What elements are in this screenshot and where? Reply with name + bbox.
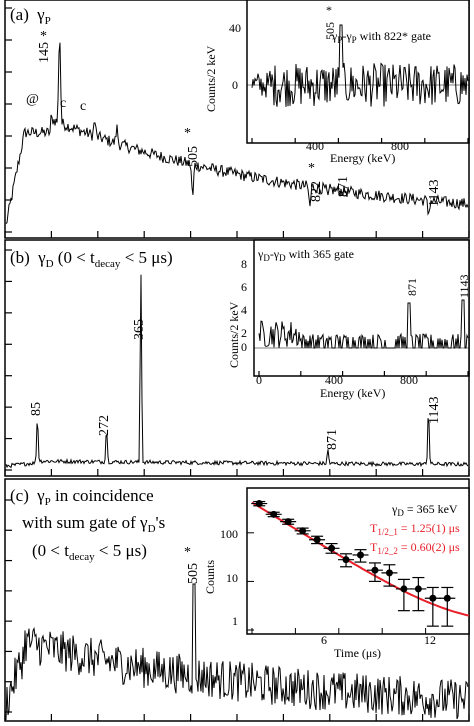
panel-c-title-line2: with sum gate of γD's — [22, 513, 165, 535]
data-point — [284, 518, 292, 526]
inset-b-ytick-2: 2 — [241, 326, 247, 340]
data-point — [414, 585, 422, 593]
inset-a-ticks — [247, 84, 469, 143]
inset-b-ytick-4: 4 — [241, 303, 247, 317]
peak-star-145: * — [40, 29, 47, 44]
inset-b-ytick-8: 8 — [241, 257, 247, 271]
inset-a-peak-505: 505 — [323, 22, 337, 40]
inset-c-ytick-1: 1 — [232, 614, 238, 628]
inset-a-xtick-400: 400 — [306, 139, 324, 153]
panel-b-ticks — [4, 249, 470, 476]
inset-a-ytick-40: 40 — [229, 21, 241, 35]
inset-c-xtick-12: 12 — [424, 633, 436, 647]
inset-a-frame — [246, 0, 470, 144]
peak-label-871-b: 871 — [325, 429, 340, 450]
inset-a-peak-star: * — [326, 3, 332, 17]
inset-a-spectrum — [251, 24, 469, 107]
panel-c-title-line3: (0 < tdecay < 5 μs) — [32, 541, 147, 563]
inset-b-xtick-800: 800 — [400, 373, 418, 387]
peak-label-822: 822 — [309, 181, 324, 202]
inset-c-ticks — [247, 532, 470, 634]
inset-c-xlabel: Time (μs) — [334, 646, 381, 660]
inset-c-fit2: T1/2_2 = 0.60(2) μs — [370, 540, 460, 556]
inset-b-xtick-400: 400 — [325, 373, 343, 387]
peak-label-c2: c — [80, 99, 86, 114]
data-point — [299, 527, 307, 535]
data-point — [328, 544, 336, 552]
inset-b-ylabel: Counts/2 keV — [227, 301, 241, 368]
peak-label-85: 85 — [29, 402, 44, 416]
peak-label-c1: c — [60, 96, 66, 111]
data-point — [385, 569, 393, 577]
data-point — [443, 594, 451, 602]
peak-star-505: * — [184, 126, 191, 141]
peak-star-822: * — [308, 161, 315, 176]
inset-c-legend: γD = 365 keV — [391, 502, 458, 518]
panel-b-spectrum — [5, 274, 469, 469]
panel-a: (a) γP 145 * @ c c 505 * 822 * 871 1143 … — [4, 0, 470, 239]
inset-a-xtick-800: 800 — [391, 139, 409, 153]
peak-label-505: 505 — [186, 146, 201, 167]
data-point — [342, 556, 350, 564]
peak-label-1143-b: 1143 — [427, 397, 442, 424]
inset-a-ytick-0: 0 — [232, 78, 238, 92]
panel-c-ticks — [4, 499, 470, 721]
peak-label-272: 272 — [97, 415, 112, 436]
panel-b: (b) γD (0 < tdecay < 5 μs) 85 272 365 87… — [4, 239, 471, 477]
inset-b-xlabel: Energy (keV) — [320, 386, 385, 400]
panel-a-ticks — [4, 7, 470, 238]
inset-b-title: γD-γD with 365 gate — [257, 247, 354, 263]
inset-b-ytick-6: 6 — [241, 280, 247, 294]
inset-b-ticks — [254, 347, 469, 376]
inset-b-peak-1143: 1143 — [457, 274, 471, 298]
inset-c-ylabel: Counts — [203, 560, 217, 594]
data-point — [313, 536, 321, 544]
peak-star-505-c: * — [184, 545, 191, 560]
inset-c-xtick-6: 6 — [321, 633, 327, 647]
panel-c-title-line1: (c) γP in coincidence — [10, 486, 154, 508]
data-point — [357, 551, 364, 559]
inset-a-ylabel: Counts/2 keV — [204, 45, 218, 112]
panel-a-label: (a) γP — [10, 5, 51, 27]
peak-label-145: 145 — [37, 42, 52, 63]
inset-c-points — [251, 500, 456, 627]
panel-a-inset: γP-γP with 822* gate 505 * 40 0 400 800 … — [204, 0, 470, 165]
panel-a-spectrum — [5, 42, 469, 224]
inset-b-xtick-0: 0 — [256, 373, 262, 387]
inset-c-frame — [246, 487, 470, 635]
inset-b-spectrum — [258, 299, 469, 349]
data-point — [255, 500, 263, 508]
inset-b-ytick-0: 0 — [241, 340, 247, 354]
peak-label-505-c: 505 — [186, 563, 201, 584]
data-point — [371, 566, 379, 574]
panel-b-inset: γD-γD with 365 gate 871 1143 8 6 4 2 0 0… — [227, 239, 471, 400]
panel-c-spectrum — [5, 583, 469, 721]
data-point — [400, 585, 408, 593]
panel-c: (c) γP in coincidence with sum gate of γ… — [4, 478, 470, 722]
data-point — [429, 594, 437, 602]
inset-c-ytick-10: 10 — [226, 571, 238, 585]
inset-b-peak-871: 871 — [405, 278, 419, 296]
inset-c-fit1: T1/2_1 = 1.25(1) μs — [370, 521, 460, 537]
panel-b-label: (b) γD (0 < tdecay < 5 μs) — [10, 248, 173, 270]
peak-label-1143: 1143 — [427, 180, 442, 207]
peak-label-871: 871 — [336, 176, 351, 197]
data-point — [270, 510, 278, 518]
inset-a-title: γP-γP with 822* gate — [331, 29, 431, 45]
inset-b-frame — [253, 239, 470, 377]
peak-label-at: @ — [26, 92, 39, 107]
inset-a-xlabel: Energy (keV) — [330, 151, 395, 165]
panel-c-inset: γD = 365 keV T1/2_1 = 1.25(1) μs T1/2_2 … — [203, 487, 470, 660]
inset-c-ytick-100: 100 — [220, 527, 238, 541]
peak-label-365: 365 — [132, 319, 147, 340]
